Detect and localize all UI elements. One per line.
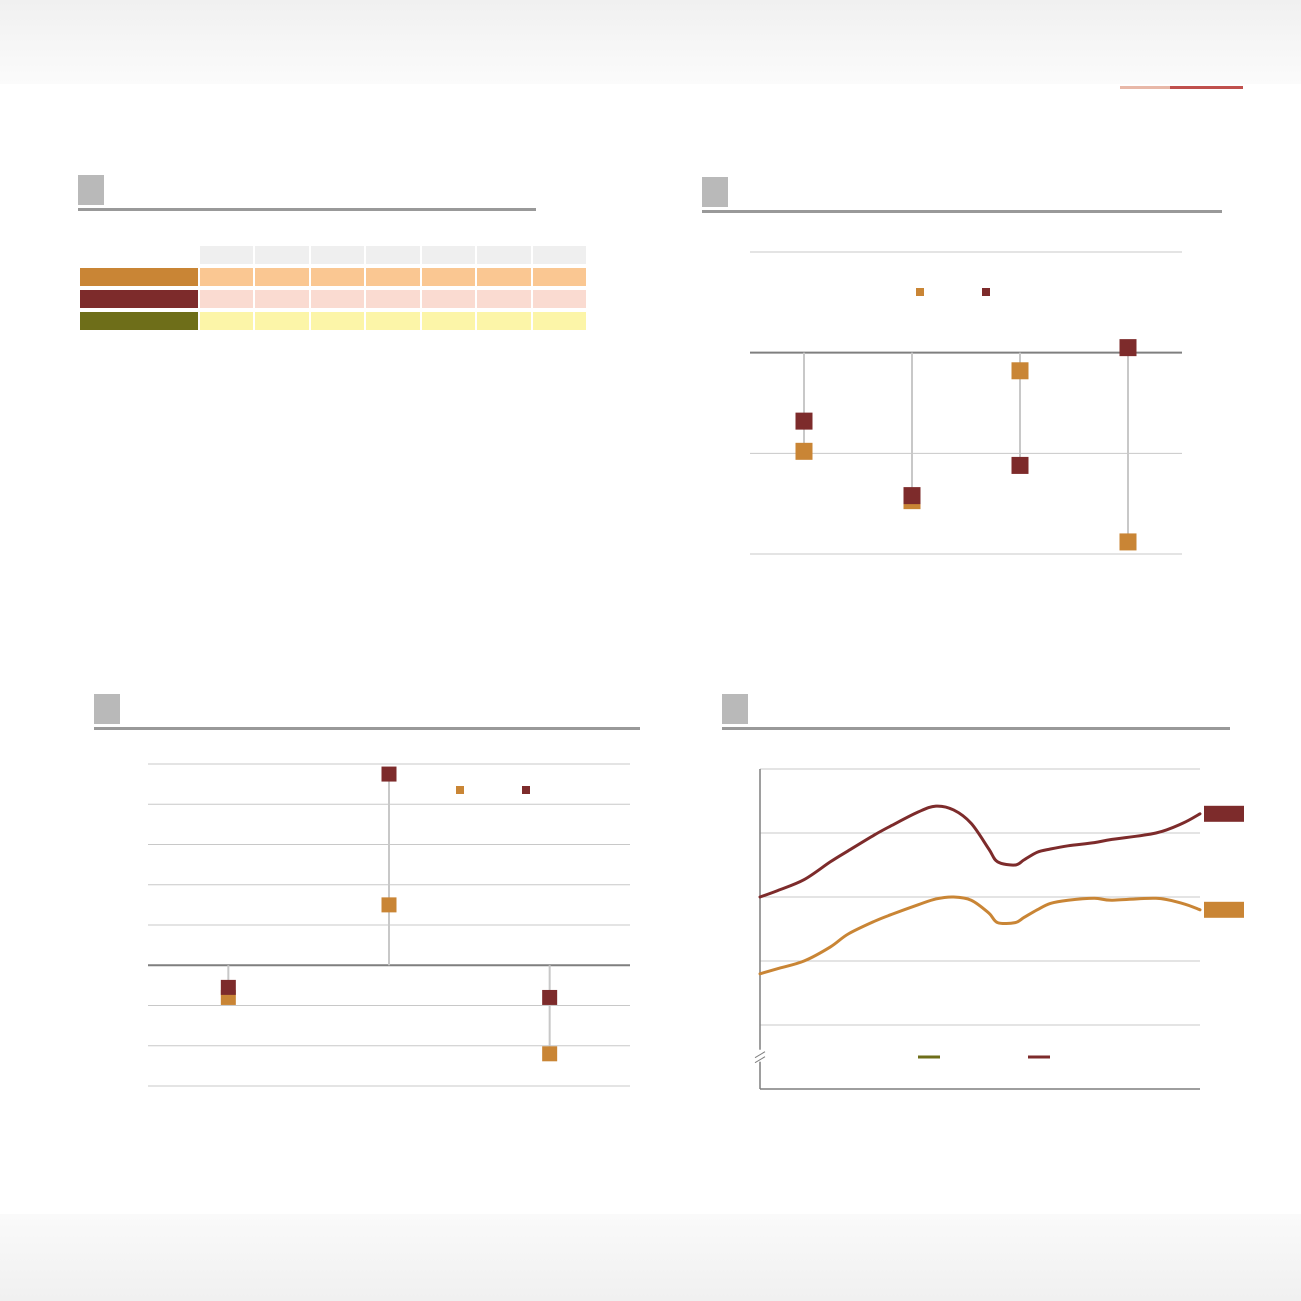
line-chart <box>754 768 1244 1090</box>
legend-swatch <box>522 786 530 794</box>
table-cell <box>255 290 309 308</box>
table-cell <box>421 312 476 330</box>
series-end-label <box>1204 901 1244 918</box>
legend-swatch <box>982 288 990 296</box>
table-cell <box>421 268 476 286</box>
table-cell <box>477 290 531 308</box>
data-point <box>795 442 813 460</box>
table-column-header <box>366 246 420 264</box>
series-line <box>758 804 1202 899</box>
data-point <box>1119 339 1137 357</box>
dot-top-panel-header <box>702 177 1222 213</box>
line-panel-rule <box>722 727 1230 730</box>
accent-rule <box>1120 86 1243 89</box>
dot-top-panel-marker <box>702 177 728 207</box>
dot-bottom-panel-header <box>94 694 640 730</box>
table-cell <box>255 268 309 286</box>
table-column-header <box>477 246 531 264</box>
table-cell <box>310 290 365 308</box>
table-column-header <box>310 246 365 264</box>
table-cell <box>255 312 309 330</box>
table-column-header <box>255 246 309 264</box>
table-row-label <box>80 290 198 308</box>
dot-top-panel-rule <box>702 210 1222 213</box>
table-row <box>80 290 586 308</box>
legend-swatch <box>916 288 924 296</box>
table-cell <box>421 290 476 308</box>
table-cell <box>532 268 586 286</box>
data-point <box>381 897 397 913</box>
data-point <box>542 989 558 1005</box>
table-cell <box>366 290 420 308</box>
bottom-band <box>0 1214 1301 1301</box>
data-point <box>903 487 921 505</box>
table-panel-rule <box>78 208 536 211</box>
table-panel-marker <box>78 175 104 205</box>
table-column-header <box>421 246 476 264</box>
table-cell <box>310 268 365 286</box>
series-end-label <box>1204 805 1244 822</box>
table-cell <box>366 268 420 286</box>
table-corner <box>80 246 198 264</box>
table-header-row <box>80 246 586 264</box>
data-point <box>1119 533 1137 551</box>
axis-break-mark <box>754 1051 766 1059</box>
table-row <box>80 312 586 330</box>
data-table <box>78 242 588 334</box>
data-point <box>381 766 397 782</box>
table-row-label <box>80 312 198 330</box>
table-cell <box>532 312 586 330</box>
table-cell <box>532 290 586 308</box>
table-row <box>80 268 586 286</box>
dot-chart-top <box>750 251 1182 555</box>
table-cell <box>477 268 531 286</box>
table-cell <box>200 312 254 330</box>
top-band <box>0 0 1301 84</box>
data-point <box>542 1046 558 1062</box>
axis-break-mark <box>754 1056 766 1064</box>
data-point <box>1011 362 1029 380</box>
line-panel-header <box>722 694 1230 730</box>
dot-chart-bottom <box>148 763 630 1087</box>
table-column-header <box>200 246 254 264</box>
dot-bottom-panel-rule <box>94 727 640 730</box>
accent-rule-dark <box>1170 86 1243 89</box>
table-cell <box>477 312 531 330</box>
accent-rule-light <box>1120 86 1170 89</box>
series-line <box>758 895 1202 976</box>
axis-break-gap <box>755 1049 765 1062</box>
table-cell <box>366 312 420 330</box>
table-panel-header <box>78 175 536 211</box>
table-cell <box>310 312 365 330</box>
data-point <box>795 412 813 430</box>
dot-bottom-panel-marker <box>94 694 120 724</box>
table-column-header <box>532 246 586 264</box>
data-point <box>1011 456 1029 474</box>
table-cell <box>200 290 254 308</box>
line-panel-marker <box>722 694 748 724</box>
table-cell <box>200 268 254 286</box>
table-row-label <box>80 268 198 286</box>
data-point <box>220 979 236 995</box>
legend-swatch <box>456 786 464 794</box>
